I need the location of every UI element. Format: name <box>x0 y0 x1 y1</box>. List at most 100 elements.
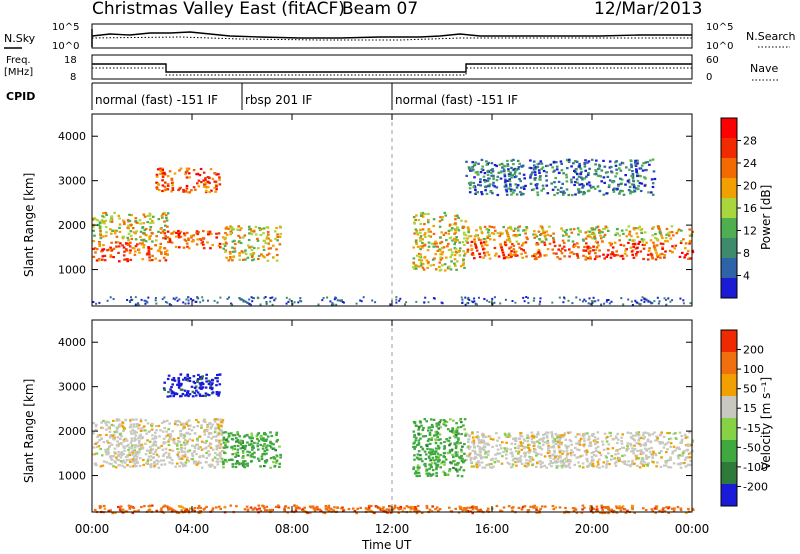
velocity-cell <box>494 453 497 456</box>
velocity-cell <box>218 383 222 386</box>
velocity-cell <box>429 418 433 421</box>
power-cell <box>499 233 503 236</box>
power-cell <box>611 251 614 254</box>
power-cell <box>461 298 464 301</box>
power-cell <box>585 175 588 178</box>
power-cell <box>128 245 132 248</box>
velocity-cell <box>105 424 108 427</box>
velocity-cell <box>105 433 108 436</box>
power-cell <box>505 256 508 259</box>
velocity-cell <box>155 453 159 456</box>
power-cell <box>627 298 630 301</box>
velocity-cell <box>587 435 591 438</box>
power-cell <box>520 252 523 256</box>
velocity-cell <box>443 472 447 475</box>
power-cell <box>421 262 425 265</box>
velocity-cell <box>581 454 584 457</box>
power-cell <box>468 298 471 301</box>
power-cell <box>229 257 232 260</box>
velocity-cell <box>139 457 142 460</box>
velocity-cell <box>467 445 470 448</box>
power-cell <box>288 298 291 301</box>
velocity-cell <box>274 449 277 452</box>
velocity-cell <box>639 451 643 454</box>
velocity-cell <box>458 468 461 471</box>
velocity-cell <box>98 506 102 509</box>
velocity-cell <box>231 448 235 451</box>
power-cell <box>561 182 564 185</box>
velocity-cell <box>211 448 215 451</box>
power-cell <box>615 160 618 163</box>
velocity-cell <box>127 504 131 507</box>
power-cell <box>449 256 452 259</box>
power-cell <box>248 225 251 228</box>
velocity-cell <box>638 442 641 445</box>
velocity-cell <box>629 436 633 439</box>
velocity-cell <box>523 505 527 508</box>
velocity-cell <box>180 444 183 447</box>
velocity-cell <box>263 444 267 447</box>
velocity-cell <box>652 452 656 455</box>
velocity-cell <box>426 447 429 450</box>
noise-left-tick-top: 10^5 <box>52 22 79 33</box>
power-cell <box>434 240 437 243</box>
velocity-cell <box>623 508 627 511</box>
velocity-cell <box>104 450 108 453</box>
power-cell <box>568 248 571 251</box>
velocity-cell <box>489 466 492 469</box>
power-cell <box>206 241 209 244</box>
velocity-cell <box>637 457 641 460</box>
velocity-cell <box>493 460 497 464</box>
velocity-cell <box>457 438 460 441</box>
power-cell <box>412 261 415 264</box>
power-cell <box>156 183 160 186</box>
velocity-cell <box>456 474 460 477</box>
velocity-cell <box>117 419 121 422</box>
velocity-cell <box>123 446 126 449</box>
power-cell <box>540 233 543 236</box>
velocity-cell <box>582 443 585 446</box>
velocity-cell <box>557 441 560 444</box>
velocity-cell <box>642 431 646 434</box>
colorbar-swatch <box>721 198 737 219</box>
power-cell <box>166 301 169 304</box>
velocity-cell <box>154 450 157 454</box>
velocity-cell <box>594 438 597 442</box>
velocity-cell <box>457 442 460 445</box>
power-cell <box>466 298 469 301</box>
velocity-cell <box>455 468 458 472</box>
velocity-cell <box>435 463 438 466</box>
velocity-cell <box>382 506 385 509</box>
velocity-cell <box>221 419 225 422</box>
power-cell <box>594 300 597 303</box>
velocity-cell <box>486 453 490 456</box>
velocity-cell <box>171 383 174 386</box>
velocity-cell <box>198 386 202 389</box>
power-cell <box>185 242 189 245</box>
velocity-cell <box>552 508 556 511</box>
velocity-cell <box>548 455 552 458</box>
velocity-cell <box>102 504 106 508</box>
velocity-cell <box>500 447 503 450</box>
velocity-cell <box>551 505 555 508</box>
power-cell <box>262 239 266 242</box>
power-cell <box>645 169 648 172</box>
power-cell <box>415 230 419 233</box>
power-cell <box>185 187 189 190</box>
power-cell <box>575 296 578 299</box>
velocity-cell <box>632 437 635 441</box>
power-cell <box>495 186 499 189</box>
colorbar-tick-label: 8 <box>743 247 750 260</box>
power-cell <box>262 245 265 248</box>
power-cell <box>276 233 279 236</box>
velocity-cell <box>201 394 205 397</box>
velocity-cell <box>549 460 553 463</box>
power-cell <box>207 233 210 236</box>
velocity-cell <box>220 430 223 433</box>
velocity-cell <box>263 460 267 463</box>
velocity-cell <box>235 454 239 457</box>
power-cell <box>183 234 187 237</box>
velocity-cell <box>591 434 595 437</box>
power-cell <box>630 163 633 166</box>
velocity-cell <box>632 434 635 437</box>
